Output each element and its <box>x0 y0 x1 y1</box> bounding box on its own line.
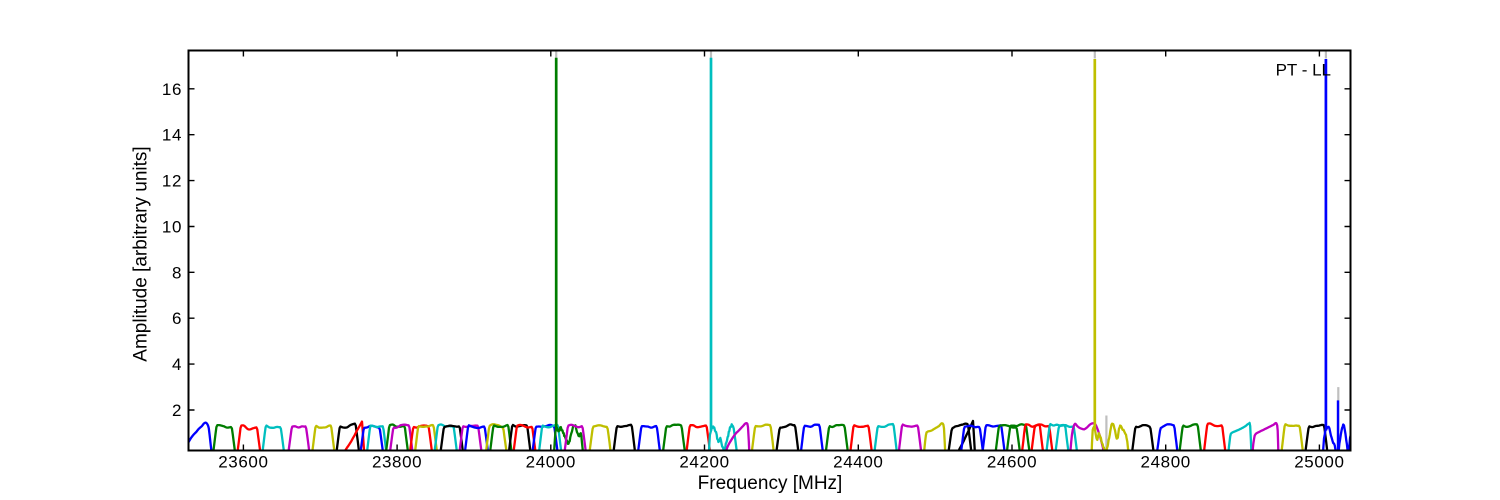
svg-text:24000: 24000 <box>526 453 576 472</box>
svg-text:Amplitude [arbitrary units]: Amplitude [arbitrary units] <box>131 146 152 361</box>
svg-text:25000: 25000 <box>1294 453 1344 472</box>
svg-text:24400: 24400 <box>833 453 883 472</box>
svg-text:4: 4 <box>172 355 182 374</box>
svg-text:Frequency [MHz]: Frequency [MHz] <box>698 473 843 494</box>
svg-text:14: 14 <box>162 126 182 145</box>
svg-text:8: 8 <box>172 263 182 282</box>
svg-text:24800: 24800 <box>1141 453 1191 472</box>
svg-text:6: 6 <box>172 309 182 328</box>
svg-text:PT - LL: PT - LL <box>1276 61 1331 80</box>
svg-text:24200: 24200 <box>679 453 729 472</box>
svg-text:23600: 23600 <box>218 453 268 472</box>
svg-text:23800: 23800 <box>372 453 422 472</box>
svg-text:24600: 24600 <box>987 453 1037 472</box>
svg-text:10: 10 <box>162 218 182 237</box>
svg-text:16: 16 <box>162 80 182 99</box>
svg-text:12: 12 <box>162 172 182 191</box>
svg-text:2: 2 <box>172 401 182 420</box>
